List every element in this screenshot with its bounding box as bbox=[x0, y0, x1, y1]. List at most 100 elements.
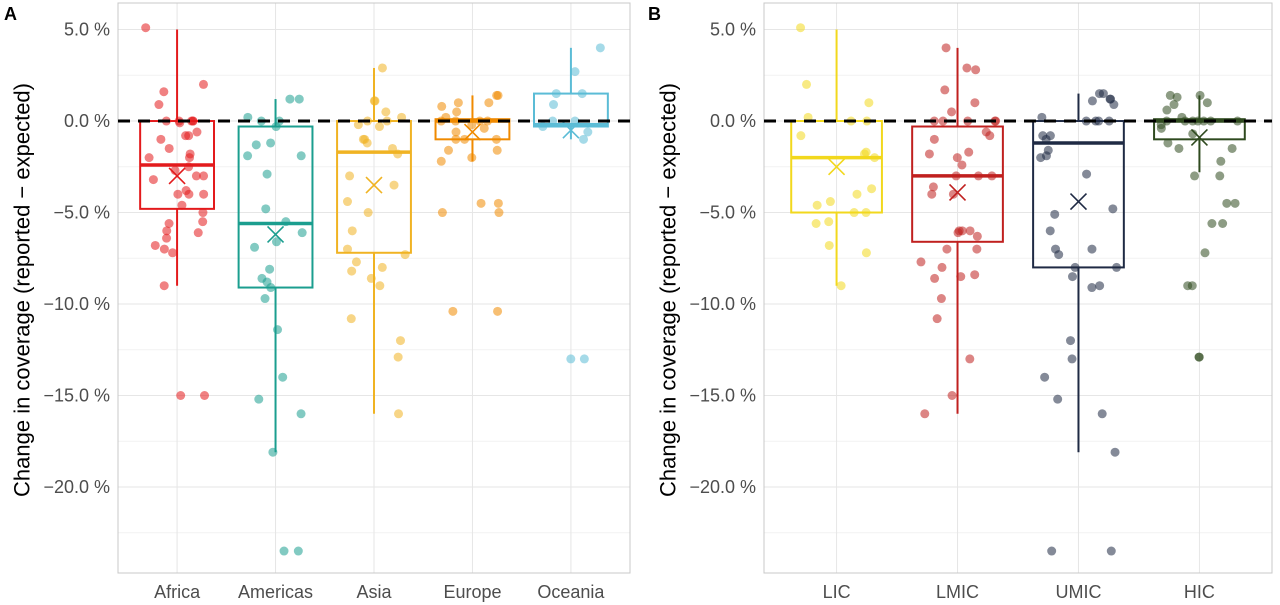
y-tick-label: 5.0 % bbox=[64, 20, 110, 40]
data-point bbox=[920, 409, 930, 419]
mean-marker bbox=[828, 158, 846, 176]
data-point bbox=[268, 447, 278, 457]
data-point bbox=[952, 153, 962, 163]
data-point bbox=[362, 138, 372, 148]
data-point bbox=[1216, 156, 1226, 166]
data-point bbox=[381, 107, 391, 117]
data-point bbox=[200, 391, 210, 401]
x-tick-label: Americas bbox=[238, 582, 313, 602]
data-point bbox=[188, 116, 198, 126]
data-point bbox=[948, 189, 958, 199]
data-point bbox=[951, 171, 961, 181]
data-point bbox=[579, 354, 589, 364]
data-point bbox=[1070, 262, 1080, 272]
x-tick-label: Europe bbox=[443, 582, 501, 602]
y-axis-title: Change in coverage (reported − expected) bbox=[656, 83, 681, 497]
data-point bbox=[377, 63, 387, 73]
data-point bbox=[493, 198, 503, 208]
data-point bbox=[812, 200, 822, 210]
data-point bbox=[141, 23, 151, 33]
x-tick-label: LMIC bbox=[936, 582, 979, 602]
data-point bbox=[1174, 143, 1184, 153]
data-point bbox=[973, 171, 983, 181]
data-point bbox=[159, 87, 169, 97]
y-tick-label: 0.0 % bbox=[64, 111, 110, 131]
data-point bbox=[859, 149, 869, 159]
data-point bbox=[1222, 198, 1232, 208]
data-point bbox=[861, 248, 871, 258]
data-point bbox=[1082, 169, 1092, 179]
data-point bbox=[796, 23, 806, 33]
data-point bbox=[811, 218, 821, 228]
data-point bbox=[493, 90, 503, 100]
y-tick-label: −15.0 % bbox=[689, 386, 756, 406]
data-point bbox=[250, 242, 260, 252]
data-point bbox=[476, 198, 486, 208]
data-point bbox=[938, 116, 948, 126]
box-lic bbox=[790, 23, 883, 291]
data-point bbox=[964, 147, 974, 157]
data-point bbox=[985, 131, 995, 141]
y-tick-label: −15.0 % bbox=[43, 386, 110, 406]
data-point bbox=[1172, 92, 1182, 102]
data-point bbox=[595, 43, 605, 53]
data-point bbox=[970, 98, 980, 108]
panel-label: A bbox=[4, 4, 17, 24]
data-point bbox=[492, 145, 502, 155]
data-point bbox=[162, 233, 172, 243]
data-point bbox=[448, 306, 458, 316]
data-point bbox=[1087, 96, 1097, 106]
x-tick-label: LIC bbox=[823, 582, 851, 602]
data-point bbox=[1106, 546, 1116, 556]
data-point bbox=[1108, 204, 1118, 214]
y-tick-label: −20.0 % bbox=[689, 477, 756, 497]
data-point bbox=[987, 171, 997, 181]
data-point bbox=[243, 151, 253, 161]
mean-marker bbox=[365, 176, 383, 194]
y-tick-label: 0.0 % bbox=[710, 111, 756, 131]
mean-marker bbox=[562, 121, 580, 139]
data-point bbox=[176, 391, 186, 401]
data-point bbox=[1218, 218, 1228, 228]
data-point bbox=[150, 240, 160, 250]
data-point bbox=[296, 409, 306, 419]
mean-marker bbox=[1069, 192, 1088, 211]
data-point bbox=[452, 107, 462, 117]
data-point bbox=[444, 145, 454, 155]
data-point bbox=[1110, 447, 1120, 457]
data-point bbox=[254, 394, 264, 404]
data-point bbox=[836, 281, 846, 291]
mean-marker bbox=[1190, 128, 1208, 147]
data-point bbox=[802, 79, 812, 89]
data-point bbox=[566, 354, 576, 364]
data-point bbox=[1194, 352, 1204, 362]
data-point bbox=[345, 171, 355, 181]
box-oceania bbox=[533, 43, 609, 364]
data-point bbox=[824, 217, 834, 227]
data-point bbox=[927, 189, 937, 199]
data-point bbox=[1053, 394, 1063, 404]
box-americas bbox=[237, 94, 314, 556]
data-point bbox=[293, 546, 303, 556]
data-point bbox=[148, 175, 158, 185]
data-point bbox=[1036, 153, 1046, 163]
data-point bbox=[1230, 198, 1240, 208]
y-tick-label: −20.0 % bbox=[43, 477, 110, 497]
data-point bbox=[972, 231, 982, 241]
data-point bbox=[579, 134, 589, 144]
data-point bbox=[159, 281, 169, 291]
data-point bbox=[164, 218, 174, 228]
data-point bbox=[375, 281, 385, 291]
data-point bbox=[1067, 354, 1077, 364]
data-point bbox=[852, 189, 862, 199]
data-point bbox=[1054, 250, 1064, 260]
data-point bbox=[867, 184, 877, 194]
x-tick-label: Asia bbox=[356, 582, 392, 602]
mean-marker bbox=[948, 183, 967, 201]
data-point bbox=[924, 149, 934, 159]
panel-a: 5.0 % 0.0 % −5.0 % −10.0 % −15.0 % −20.0 % Afr… bbox=[4, 2, 631, 602]
y-axis-title: Change in coverage (reported − expected) bbox=[10, 83, 35, 497]
data-point bbox=[942, 244, 952, 254]
data-point bbox=[164, 143, 174, 153]
data-point bbox=[181, 131, 191, 141]
